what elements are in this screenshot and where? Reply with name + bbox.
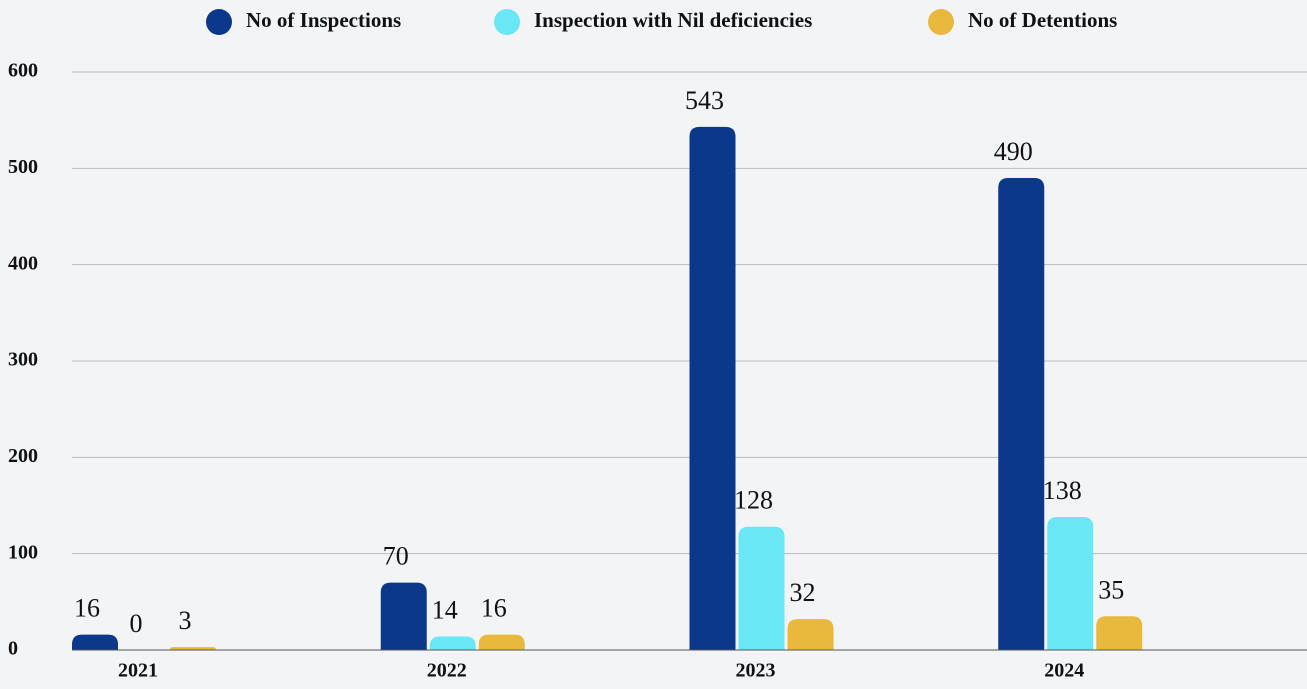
y-tick-label: 200 bbox=[8, 445, 38, 467]
bar bbox=[429, 636, 476, 650]
value-label: 16 bbox=[74, 594, 100, 623]
bar bbox=[998, 177, 1045, 650]
legend-label: Inspection with Nil deficiencies bbox=[534, 8, 812, 32]
x-tick-label: 2022 bbox=[427, 660, 467, 682]
x-tick-label: 2023 bbox=[736, 660, 776, 682]
bar bbox=[170, 647, 216, 650]
bar bbox=[380, 582, 427, 650]
y-tick-label: 300 bbox=[8, 349, 38, 371]
value-label: 0 bbox=[130, 609, 143, 638]
value-label: 32 bbox=[790, 578, 816, 607]
value-label: 490 bbox=[994, 137, 1033, 166]
legend-marker bbox=[494, 9, 520, 35]
bar bbox=[787, 619, 834, 650]
legend-marker bbox=[206, 9, 232, 35]
bar bbox=[1096, 616, 1143, 650]
value-label: 16 bbox=[481, 594, 507, 623]
legend-label: No of Inspections bbox=[246, 8, 401, 32]
value-label: 128 bbox=[734, 486, 773, 515]
y-tick-label: 400 bbox=[8, 252, 38, 274]
value-label: 3 bbox=[179, 606, 192, 635]
value-label: 35 bbox=[1098, 575, 1124, 604]
y-tick-label: 100 bbox=[8, 541, 38, 563]
legend-marker bbox=[928, 9, 954, 35]
value-label: 543 bbox=[685, 86, 724, 115]
value-label: 14 bbox=[432, 595, 458, 624]
x-tick-label: 2021 bbox=[118, 660, 158, 682]
bar bbox=[72, 634, 118, 650]
value-label: 138 bbox=[1043, 476, 1082, 505]
y-tick-label: 600 bbox=[8, 60, 38, 82]
value-label: 70 bbox=[383, 542, 409, 571]
y-tick-label: 500 bbox=[8, 156, 38, 178]
x-tick-label: 2024 bbox=[1044, 660, 1084, 682]
bar bbox=[1047, 517, 1094, 650]
bar bbox=[689, 126, 736, 650]
bar bbox=[738, 526, 785, 650]
y-tick-label: 0 bbox=[8, 638, 18, 660]
legend-label: No of Detentions bbox=[968, 8, 1117, 32]
bar bbox=[478, 634, 525, 650]
